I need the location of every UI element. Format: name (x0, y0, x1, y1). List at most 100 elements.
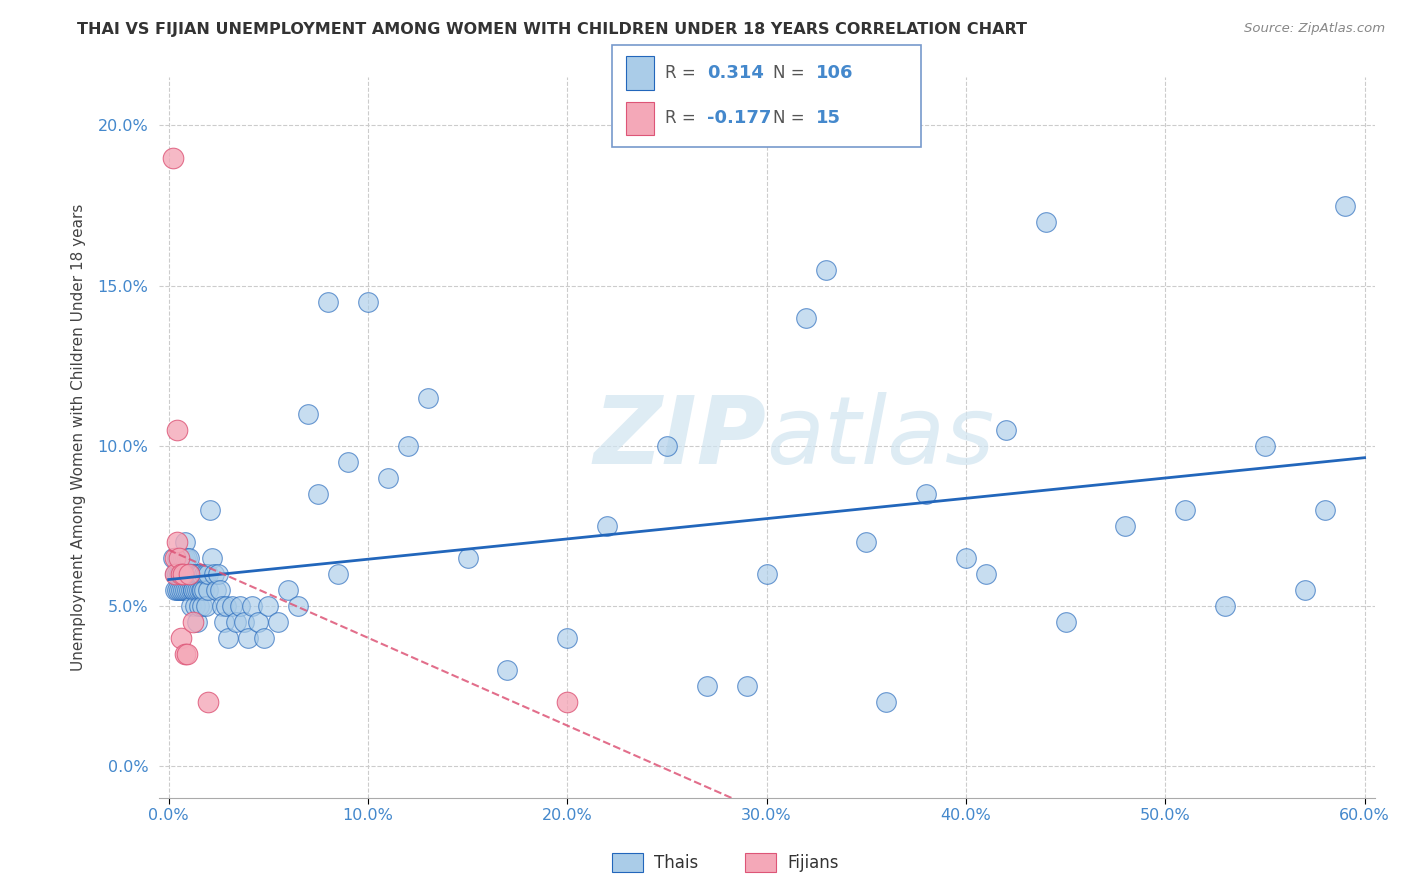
Point (337, 455, 360, 469)
Point (183, 582, 205, 597)
Point (396, 439, 419, 453)
Point (815, 262, 838, 277)
Text: 106: 106 (815, 64, 853, 82)
Point (177, 550, 200, 565)
Point (735, 679, 758, 693)
Point (167, 550, 190, 565)
Point (163, 566, 186, 581)
Point (1054, 615, 1077, 629)
Point (172, 566, 194, 581)
Text: 15: 15 (815, 110, 841, 128)
Point (1254, 439, 1277, 453)
Point (215, 599, 238, 613)
Point (211, 599, 233, 613)
Point (197, 566, 219, 581)
Point (193, 582, 215, 597)
Point (555, 631, 578, 645)
Point (186, 615, 208, 629)
Text: THAI VS FIJIAN UNEMPLOYMENT AMONG WOMEN WITH CHILDREN UNDER 18 YEARS CORRELATION: THAI VS FIJIAN UNEMPLOYMENT AMONG WOMEN … (77, 22, 1028, 37)
Point (200, 503, 222, 517)
Point (173, 647, 195, 661)
Point (201, 550, 224, 565)
Point (1035, 214, 1057, 228)
Y-axis label: Unemployment Among Women with Children Under 18 years: Unemployment Among Women with Children U… (72, 204, 86, 672)
Point (176, 566, 198, 581)
Point (166, 566, 188, 581)
Point (163, 550, 186, 565)
Point (167, 582, 190, 597)
Point (596, 518, 619, 533)
Point (416, 391, 439, 405)
Text: N =: N = (773, 110, 810, 128)
Text: Source: ZipAtlas.com: Source: ZipAtlas.com (1244, 22, 1385, 36)
Point (169, 566, 191, 581)
Text: N =: N = (773, 64, 810, 82)
Point (180, 566, 202, 581)
Point (180, 582, 202, 597)
Point (162, 550, 184, 565)
Point (180, 599, 202, 613)
Point (1174, 503, 1197, 517)
Point (655, 439, 678, 453)
Text: atlas: atlas (766, 392, 995, 483)
Point (316, 294, 339, 309)
Point (247, 615, 270, 629)
Point (172, 566, 194, 581)
Point (955, 550, 977, 565)
Point (267, 615, 290, 629)
Text: R =: R = (665, 110, 702, 128)
Point (163, 566, 186, 581)
Text: R =: R = (665, 64, 702, 82)
Point (207, 566, 229, 581)
Point (233, 615, 256, 629)
Point (855, 534, 877, 549)
Point (195, 599, 218, 613)
Text: ZIP: ZIP (593, 392, 766, 483)
Point (173, 550, 195, 565)
Point (181, 566, 204, 581)
Point (221, 599, 243, 613)
Point (555, 695, 578, 709)
Point (177, 582, 200, 597)
Point (195, 566, 218, 581)
Point (357, 294, 380, 309)
Point (214, 615, 236, 629)
Point (173, 534, 195, 549)
Point (187, 566, 209, 581)
Point (181, 582, 204, 597)
Point (1114, 518, 1136, 533)
Point (796, 310, 818, 325)
Point (307, 487, 329, 501)
Point (166, 550, 188, 565)
Point (169, 550, 191, 565)
Point (172, 566, 194, 581)
Point (238, 631, 260, 645)
Point (755, 566, 778, 581)
Text: 0.314: 0.314 (707, 64, 763, 82)
Point (167, 550, 190, 565)
Point (163, 582, 186, 597)
Point (166, 534, 188, 549)
Point (974, 566, 997, 581)
Point (875, 695, 897, 709)
Point (1294, 582, 1316, 597)
Point (326, 566, 349, 581)
Point (187, 599, 209, 613)
Point (173, 566, 195, 581)
Text: Thais: Thais (654, 854, 697, 871)
Point (177, 566, 200, 581)
Point (186, 582, 208, 597)
Point (377, 471, 399, 485)
Point (1333, 198, 1355, 212)
Point (457, 550, 479, 565)
Point (240, 599, 263, 613)
Point (167, 566, 190, 581)
Point (496, 663, 519, 677)
Point (181, 582, 204, 597)
Point (176, 550, 198, 565)
Point (190, 566, 212, 581)
Point (225, 615, 247, 629)
Point (181, 615, 204, 629)
Point (197, 582, 219, 597)
Text: Fijians: Fijians (787, 854, 839, 871)
